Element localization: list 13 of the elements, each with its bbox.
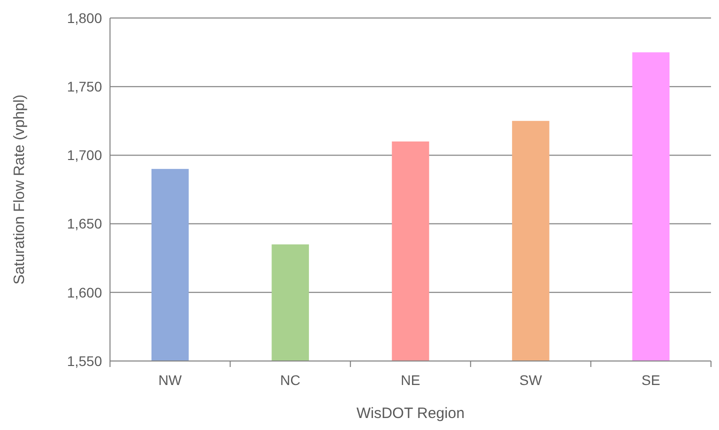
x-axis-title: WisDOT Region (356, 405, 465, 422)
y-tick-label: 1,700 (66, 147, 102, 164)
x-tick-label: NW (158, 372, 183, 388)
x-tick-label: SE (642, 372, 660, 388)
x-tick-label: NC (280, 372, 300, 388)
x-tick-label: SW (519, 372, 543, 388)
x-tick-label: NE (400, 372, 420, 388)
y-tick-label: 1,750 (66, 78, 102, 94)
y-tick-label: 1,650 (66, 216, 102, 232)
y-tick-label: 1,600 (66, 284, 102, 300)
y-tick-label: 1,550 (66, 352, 102, 369)
y-tick-label: 1,800 (66, 10, 102, 26)
y-axis-title: Saturation Flow Rate (vphpl) (11, 94, 28, 285)
